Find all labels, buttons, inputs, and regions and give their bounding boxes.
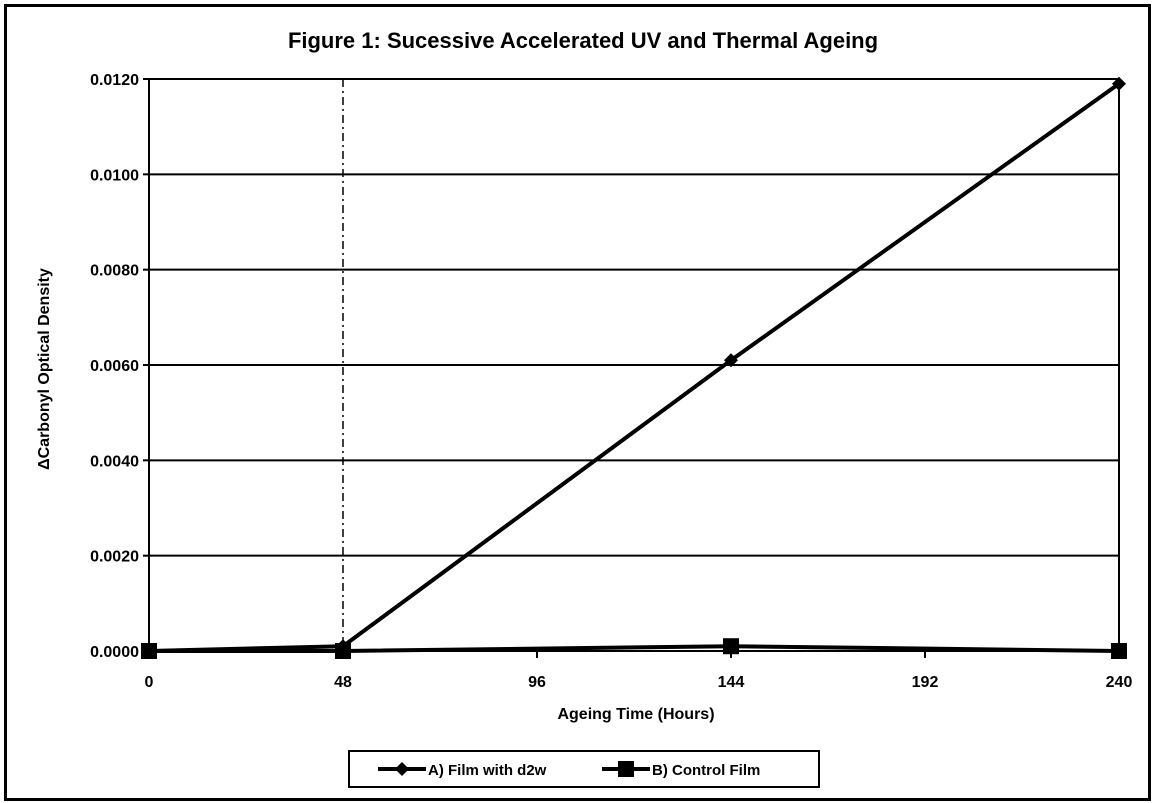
legend-marker — [395, 762, 409, 776]
y-tick-label: 0.0080 — [90, 263, 139, 280]
axes — [143, 78, 1120, 658]
chart-frame — [4, 4, 1151, 801]
series-line — [148, 82, 1121, 653]
legend-label: B) Control Film — [652, 762, 760, 779]
y-tick-label: 0.0000 — [90, 644, 139, 661]
legend-box — [348, 750, 820, 788]
gridlines — [149, 78, 1119, 557]
y-tick-label: 0.0060 — [90, 358, 139, 375]
data-point — [1112, 76, 1126, 91]
y-tick-label: 0.0040 — [90, 453, 139, 470]
x-tick-label: 96 — [528, 674, 546, 691]
y-tick-label: 0.0100 — [90, 167, 139, 184]
data-point — [723, 638, 739, 655]
legend-label: A) Film with d2w — [428, 762, 547, 779]
series-line — [149, 644, 1120, 653]
chart-title: Figure 1: Sucessive Accelerated UV and T… — [288, 28, 878, 53]
legend-marker — [618, 761, 634, 777]
plot-area-border — [148, 78, 1120, 652]
data-point — [336, 639, 350, 654]
x-tick-label: 144 — [718, 674, 745, 691]
data-point — [724, 353, 738, 368]
y-axis-label: ΔCarbonyl Optical Density — [36, 268, 53, 470]
x-tick-label: 240 — [1106, 674, 1133, 691]
legend: A) Film with d2w B) Control Film — [348, 750, 820, 788]
series-layer — [141, 76, 1127, 659]
y-tick-label: 0.0020 — [90, 549, 139, 566]
x-tick-label: 48 — [334, 674, 352, 691]
x-tick-label: 192 — [912, 674, 939, 691]
y-tick-label: 0.0120 — [90, 72, 139, 89]
data-point — [142, 644, 156, 658]
tick-labels: 0.0000 0.0020 0.0040 0.0060 0.0080 0.0100 0.01… — [90, 72, 1132, 691]
x-axis-label: Ageing Time (Hours) — [557, 706, 714, 723]
x-tick-label: 0 — [145, 674, 154, 691]
data-point — [1111, 643, 1127, 659]
series-diamond — [142, 76, 1126, 658]
